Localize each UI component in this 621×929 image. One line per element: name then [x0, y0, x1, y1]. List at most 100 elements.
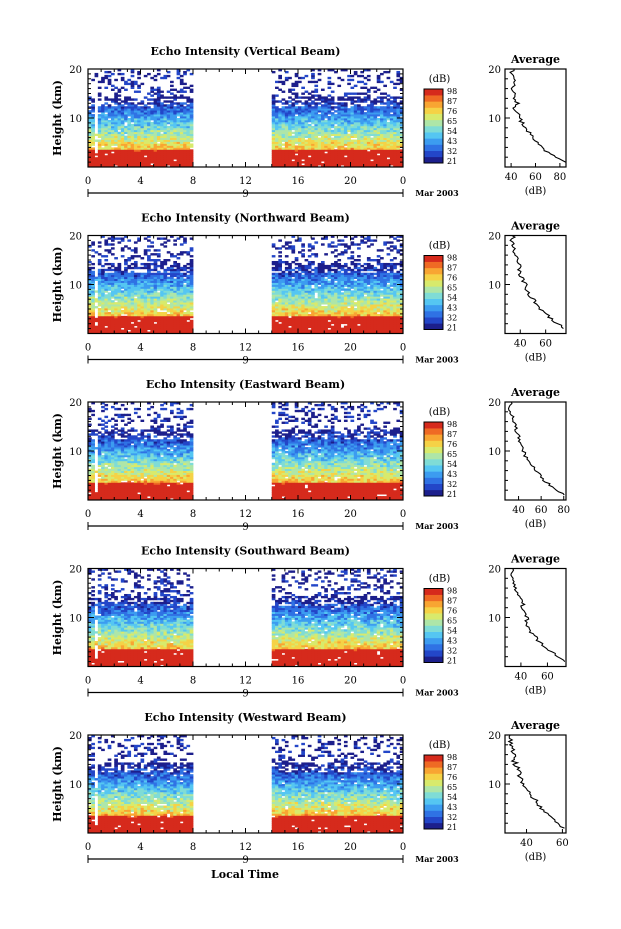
heatmap-cell — [101, 123, 105, 127]
heatmap-cell — [337, 125, 342, 129]
heatmap-cell — [153, 290, 158, 293]
heatmap-cell — [294, 147, 299, 150]
heatmap-cell — [186, 96, 191, 99]
heatmap-cell — [298, 121, 302, 125]
heatmap-cell — [294, 125, 299, 129]
heatmap-cell — [153, 317, 158, 321]
heatmap-cell — [153, 106, 158, 109]
heatmap-cell — [275, 129, 279, 133]
heatmap-cell — [363, 135, 368, 138]
heatmap-cell — [147, 294, 151, 297]
heatmap-cell — [380, 92, 384, 95]
heatmap-cell — [150, 86, 155, 89]
heatmap-cell — [353, 143, 358, 146]
heatmap-cell — [153, 155, 158, 158]
heatmap-cell — [320, 104, 325, 107]
heatmap-cell — [127, 292, 132, 295]
heatmap-cell — [298, 155, 302, 158]
heatmap-cell — [360, 147, 365, 150]
heatmap-cell — [288, 161, 292, 164]
heatmap-cell — [124, 110, 128, 113]
heatmap-cell — [179, 155, 184, 158]
heatmap-title: Echo Intensity (Northward Beam) — [141, 212, 350, 225]
heatmap-cell — [304, 149, 309, 152]
heatmap-cell — [343, 112, 348, 115]
heatmap-cell — [176, 153, 181, 156]
heatmap-cell — [353, 84, 358, 88]
heatmap-cell — [340, 153, 345, 156]
heatmap-cell — [327, 135, 332, 138]
heatmap-cell — [133, 311, 138, 315]
heatmap-cell — [370, 161, 374, 164]
heatmap-cell — [330, 108, 335, 111]
heatmap-cell — [311, 288, 315, 291]
heatmap-cell — [94, 139, 99, 142]
heatmap-cell — [107, 272, 112, 276]
heatmap-cell — [88, 106, 92, 109]
heatmap-cell — [350, 112, 355, 115]
heatmap-cell — [307, 110, 312, 113]
heatmap-cell — [301, 108, 305, 111]
heatmap-cell — [140, 145, 145, 148]
heatmap-cell — [399, 159, 404, 162]
profile-y-tick-label: 10 — [488, 114, 501, 125]
heatmap-cell — [124, 161, 128, 164]
heatmap-cell — [350, 145, 355, 148]
heatmap-cell — [301, 139, 305, 142]
heatmap-cell — [399, 119, 404, 123]
heatmap-cell — [120, 165, 125, 168]
heatmap-cell — [107, 116, 112, 119]
heatmap-cell — [114, 266, 118, 270]
heatmap-cell — [117, 327, 122, 330]
heatmap-cell — [183, 114, 187, 117]
heatmap-cell — [320, 135, 325, 138]
heatmap-cell — [130, 157, 135, 160]
heatmap-cell — [340, 264, 345, 268]
heatmap-cell — [127, 121, 132, 125]
heatmap-cell — [110, 163, 115, 166]
heatmap-cell — [288, 119, 292, 123]
heatmap-cell — [314, 131, 319, 135]
heatmap-cell — [189, 88, 194, 91]
heatmap-cell — [107, 311, 112, 315]
heatmap-cell — [179, 127, 184, 131]
heatmap-cell — [91, 159, 95, 162]
heatmap-cell — [153, 125, 158, 129]
heatmap-cell — [307, 159, 312, 162]
heatmap-cell — [357, 129, 361, 133]
heatmap-cell — [366, 96, 371, 99]
heatmap-cell — [166, 272, 171, 276]
heatmap-cell — [311, 155, 315, 158]
heatmap-cell — [163, 137, 168, 140]
heatmap-cell — [147, 278, 151, 281]
heatmap-cell — [357, 125, 361, 129]
heatmap-cell — [140, 300, 145, 303]
heatmap-cell — [124, 149, 128, 152]
heatmap-cell — [97, 327, 102, 330]
heatmap-cell — [130, 284, 135, 287]
heatmap-cell — [156, 90, 161, 93]
heatmap-cell — [353, 100, 358, 103]
heatmap-cell — [170, 137, 174, 140]
heatmap-cell — [376, 143, 381, 146]
heatmap-cell — [314, 159, 319, 162]
heatmap-cell — [320, 131, 325, 135]
heatmap-cell — [101, 133, 105, 137]
heatmap-cell — [350, 147, 355, 150]
heatmap-cell — [120, 76, 125, 80]
heatmap-cell — [324, 149, 328, 152]
heatmap-cell — [183, 139, 187, 142]
heatmap-cell — [183, 70, 187, 74]
heatmap-cell — [107, 141, 112, 144]
heatmap-cell — [324, 306, 328, 309]
heatmap-cell — [107, 282, 112, 285]
heatmap-cell — [284, 153, 289, 156]
heatmap-cell — [383, 147, 387, 150]
heatmap-cell — [143, 317, 148, 321]
heatmap-cell — [288, 163, 292, 166]
heatmap-cell — [340, 131, 345, 135]
heatmap-cell — [160, 106, 164, 109]
heatmap-cell — [284, 133, 289, 137]
heatmap-cell — [298, 100, 302, 103]
heatmap-cell — [97, 300, 102, 303]
